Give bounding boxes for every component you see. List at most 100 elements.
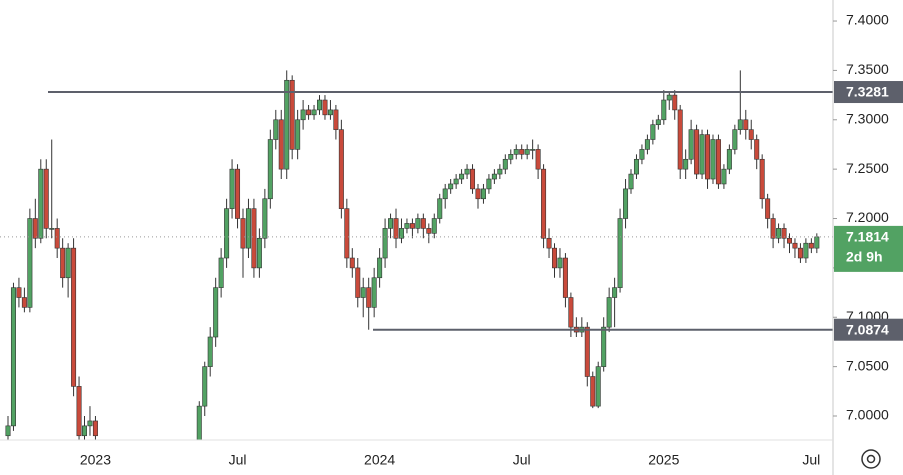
candle-body [519,149,525,155]
candle-body [535,149,541,170]
candle-body [748,129,754,140]
y-tick-label: 7.0000 [846,407,889,423]
candle-body [530,149,536,151]
candle-body [311,109,317,116]
y-tick-label: 7.2000 [846,209,889,225]
candle-body [694,129,700,175]
candle-body [601,326,607,367]
candle-body [245,208,251,249]
candle-body [814,236,820,249]
candle-body [415,218,421,229]
candle-body [726,149,732,170]
y-tick-label: 7.3000 [846,110,889,126]
candle-body [393,218,399,239]
candle-body [743,119,749,130]
candle-body [317,99,323,111]
level-label-box [834,318,903,341]
candle-body [705,134,711,180]
candle-body [87,420,93,427]
candle-body [737,119,743,130]
candle-body [557,257,563,269]
candle-body [644,139,650,150]
candle-body [677,109,683,170]
candle-body [508,154,514,160]
candle-body [388,218,394,229]
candle-body [10,287,16,427]
x-tick-label: 2024 [364,452,395,468]
candle-body [71,247,77,387]
candle-body [289,79,295,150]
candle-body [49,228,55,230]
candle-body [251,208,257,269]
candle-body [524,149,530,155]
last-price-box [834,225,903,272]
last-price-label: 7.1814 [846,229,889,245]
candle-body [513,149,519,155]
candle-body [382,228,388,259]
candle-body [606,297,612,328]
candle-body [459,173,465,180]
candle-body [683,158,689,170]
candle-body [650,124,656,140]
candle-body [284,79,290,170]
candle-body [420,218,426,229]
candle-body [338,129,344,209]
candle-body [721,168,727,185]
candle-body [366,287,372,308]
x-tick-label: Jul [513,452,531,468]
level-label: 7.0874 [846,321,889,337]
candle-body [595,366,601,407]
candle-body [551,247,557,269]
settings-icon[interactable] [861,449,881,469]
candle-body [808,242,814,249]
candle-body [92,420,98,437]
candle-body [502,158,508,170]
candle-body [612,287,618,298]
candle-body [207,336,213,367]
level-label: 7.3281 [846,84,889,100]
candle-body [398,228,404,239]
candle-body [754,139,760,160]
x-tick-label: 2023 [80,452,111,468]
candle-body [584,326,590,377]
candle-body [240,218,246,249]
candle-body [5,425,11,437]
candle-body [371,277,377,308]
candle-body [661,99,667,121]
candle-body [776,228,782,239]
candle-body [486,178,492,190]
candle-body [617,218,623,288]
candle-body [426,228,432,234]
candle-body [759,158,765,200]
candle-body [792,242,798,249]
y-tick-label: 7.2500 [846,160,889,176]
candle-body [82,425,88,437]
candle-body [475,188,481,200]
candle-body [568,297,574,328]
candle-body [256,237,262,269]
candle-body [480,188,486,200]
candle-body [16,287,22,298]
candle-body [224,208,230,259]
candle-body [273,119,279,140]
candle-body [27,218,33,308]
candle-body [409,223,415,229]
candle-body [38,168,44,239]
candle-body [715,139,721,185]
x-tick-label: 2025 [648,452,679,468]
candle-body [21,297,27,308]
candle-body [333,109,339,130]
candle-body [65,247,71,279]
candle-body [732,129,738,150]
countdown-label: 2d 9h [846,249,883,265]
candle-body [437,198,443,219]
x-tick-label: Jul [802,452,820,468]
candle-body [633,158,639,175]
candle-body [803,242,809,259]
candle-body [666,94,672,101]
candle-body [202,366,208,407]
candle-body [786,237,792,244]
candle-body [672,94,678,111]
candle-body [590,376,596,407]
candle-body [32,218,38,239]
